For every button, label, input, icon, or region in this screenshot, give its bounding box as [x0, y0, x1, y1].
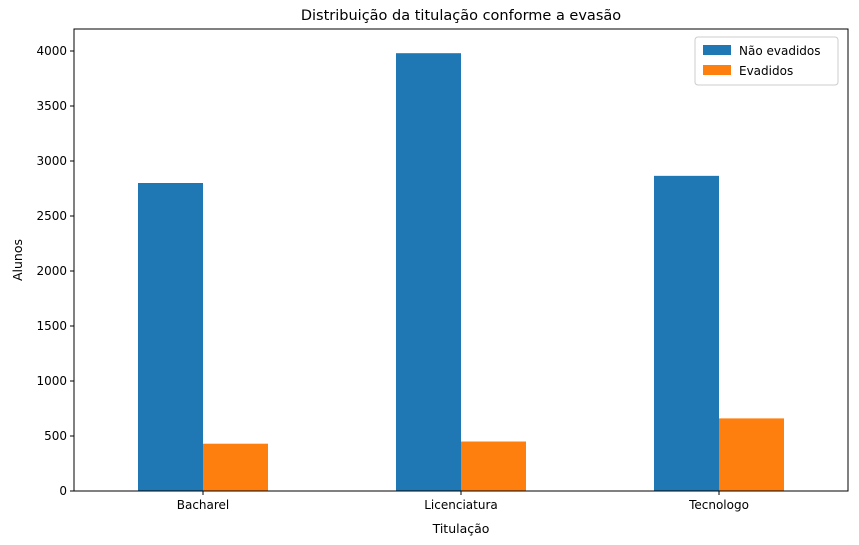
bar-licenciatura-nao-evadidos [396, 53, 461, 491]
bar-licenciatura-evadidos [461, 441, 526, 491]
legend-label: Evadidos [739, 64, 793, 78]
y-tick-label: 2000 [36, 264, 67, 278]
legend-swatch [703, 65, 731, 75]
bar-bacharel-evadidos [203, 443, 268, 491]
legend: Não evadidos Evadidos [694, 36, 839, 86]
y-tick-label: 500 [44, 429, 67, 443]
y-tick-label: 2500 [36, 209, 67, 223]
chart-title: Distribuição da titulação conforme a eva… [301, 8, 621, 24]
y-tick-label: 1500 [36, 319, 67, 333]
y-tick-label: 3500 [36, 99, 67, 113]
y-tick-label: 0 [59, 484, 67, 498]
bar-bacharel-nao-evadidos [138, 183, 203, 491]
x-tick-label: Tecnologo [688, 498, 749, 512]
y-tick-label: 3000 [36, 154, 67, 168]
y-axis-label: Alunos [10, 239, 25, 281]
plot-frame [73, 28, 849, 492]
legend-swatch [703, 45, 731, 55]
bar-tecnologo-evadidos [719, 418, 784, 491]
bar-tecnologo-nao-evadidos [654, 175, 719, 491]
y-tick-label: 4000 [36, 44, 67, 58]
legend-label: Não evadidos [739, 44, 821, 58]
x-axis-label: Titulação [432, 521, 490, 536]
plot-area: Bacharel Licenciatura Tecnologo 0 500 1000 150… [36, 44, 784, 512]
x-tick-label: Bacharel [177, 498, 230, 512]
y-tick-label: 1000 [36, 374, 67, 388]
x-tick-label: Licenciatura [424, 498, 498, 512]
